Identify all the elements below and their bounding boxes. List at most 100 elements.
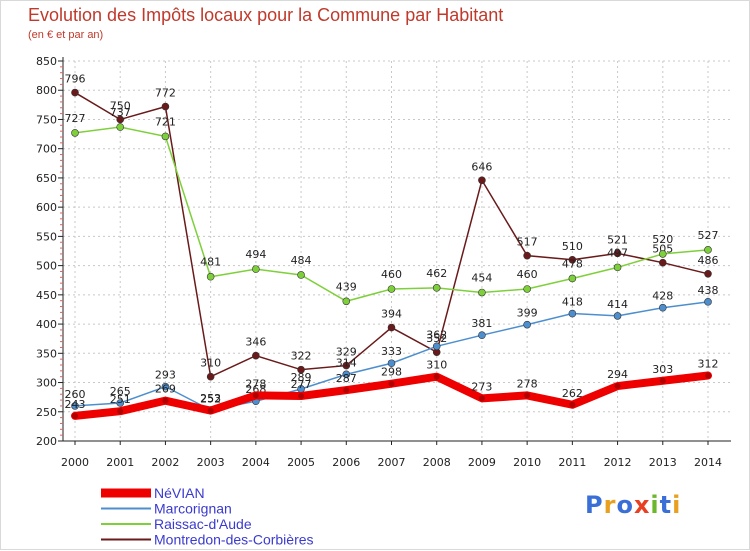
data-point <box>523 251 531 260</box>
data-label: 527 <box>698 229 719 242</box>
data-label: 517 <box>517 236 538 249</box>
data-label: 287 <box>336 372 357 385</box>
data-label: 454 <box>471 272 492 285</box>
legend-label: Montredon-des-Corbières <box>154 532 314 548</box>
data-point <box>478 331 486 339</box>
data-label: 510 <box>562 240 583 253</box>
data-point <box>116 115 125 124</box>
data-label: 505 <box>652 243 673 256</box>
data-point <box>523 285 531 293</box>
data-label: 439 <box>336 280 357 293</box>
x-tick-label: 2012 <box>604 456 632 469</box>
data-point <box>705 372 711 379</box>
data-point <box>568 274 577 283</box>
data-label: 486 <box>698 254 719 267</box>
data-point <box>162 397 169 404</box>
data-label: 772 <box>155 87 176 100</box>
data-label: 796 <box>65 73 86 86</box>
data-label: 251 <box>110 393 131 406</box>
data-point <box>569 401 576 408</box>
data-label: 329 <box>336 346 357 359</box>
data-point <box>342 297 351 306</box>
y-tick-label: 600 <box>36 201 57 214</box>
data-label: 333 <box>381 345 402 358</box>
data-point <box>704 298 712 306</box>
data-label: 273 <box>471 380 492 393</box>
legend-label: NéVIAN <box>154 485 205 501</box>
proxiti-logo: Proxiti <box>585 491 682 519</box>
data-label: 428 <box>652 290 673 303</box>
x-tick-label: 2007 <box>378 456 406 469</box>
data-point <box>433 373 440 380</box>
data-point <box>206 372 215 381</box>
x-tick-label: 2005 <box>287 456 315 469</box>
y-tick-label: 450 <box>36 289 57 302</box>
chart-subtitle: (en € et par an) <box>28 29 104 41</box>
data-point <box>252 265 260 273</box>
data-point <box>387 285 396 293</box>
data-label: 294 <box>607 368 628 381</box>
x-tick-label: 2002 <box>151 456 179 469</box>
data-label: 312 <box>698 358 719 371</box>
data-point <box>342 361 351 370</box>
data-point <box>568 255 577 264</box>
data-label: 418 <box>562 296 583 309</box>
x-tick-label: 2003 <box>197 456 225 469</box>
x-tick-label: 2001 <box>106 456 134 469</box>
data-point <box>523 320 531 329</box>
data-label: 521 <box>607 233 628 246</box>
y-tick-label: 750 <box>36 113 57 126</box>
data-point <box>387 359 396 368</box>
y-tick-label: 250 <box>36 406 57 419</box>
data-point <box>613 263 622 272</box>
data-point <box>658 250 667 258</box>
y-tick-label: 400 <box>36 318 57 331</box>
data-point <box>478 395 485 402</box>
data-point <box>478 176 486 185</box>
data-label: 269 <box>155 383 176 396</box>
series-montredon-des-corbi-res: 796 750 772 310 346 322 329 394 352 646 517 510 521 5… <box>65 73 719 381</box>
data-point <box>297 365 305 374</box>
data-label: 721 <box>155 115 176 128</box>
data-point <box>613 312 622 320</box>
data-point <box>432 342 441 351</box>
data-label: 494 <box>245 248 266 261</box>
data-label: 322 <box>291 350 312 363</box>
x-tick-label: 2013 <box>649 456 677 469</box>
data-label: 265 <box>110 385 131 398</box>
chart-title: Evolution des Impôts locaux pour la Comm… <box>28 5 504 25</box>
data-label: 346 <box>245 336 266 349</box>
data-label: 278 <box>517 377 538 390</box>
data-label: 478 <box>562 257 583 270</box>
data-point <box>524 392 531 399</box>
data-label: 293 <box>155 369 176 382</box>
data-label: 497 <box>607 246 628 259</box>
data-label: 352 <box>426 332 447 345</box>
x-tick-label: 2014 <box>694 456 722 469</box>
y-tick-label: 650 <box>36 172 57 185</box>
data-label: 414 <box>607 298 628 311</box>
y-tick-label: 800 <box>36 84 57 97</box>
legend-label: Marcorignan <box>154 501 232 517</box>
data-label: 260 <box>65 388 86 401</box>
data-point <box>387 323 396 332</box>
data-point <box>252 392 259 399</box>
data-label: 460 <box>381 268 402 281</box>
data-point <box>252 351 260 360</box>
y-tick-label: 550 <box>36 230 57 243</box>
data-label: 462 <box>426 267 447 280</box>
data-point <box>207 407 214 414</box>
data-label: 394 <box>381 308 402 321</box>
data-point <box>388 380 395 387</box>
legend: NéVIANMarcorignanRaissac-d'AudeMontredon… <box>101 485 314 548</box>
data-point <box>432 284 441 292</box>
data-point <box>658 303 667 312</box>
data-point <box>71 88 79 97</box>
data-label: 303 <box>652 363 673 376</box>
x-tick-label: 2004 <box>242 456 270 469</box>
data-point <box>72 412 78 419</box>
legend-label: Raissac-d'Aude <box>154 516 252 532</box>
data-label: 310 <box>426 359 447 372</box>
